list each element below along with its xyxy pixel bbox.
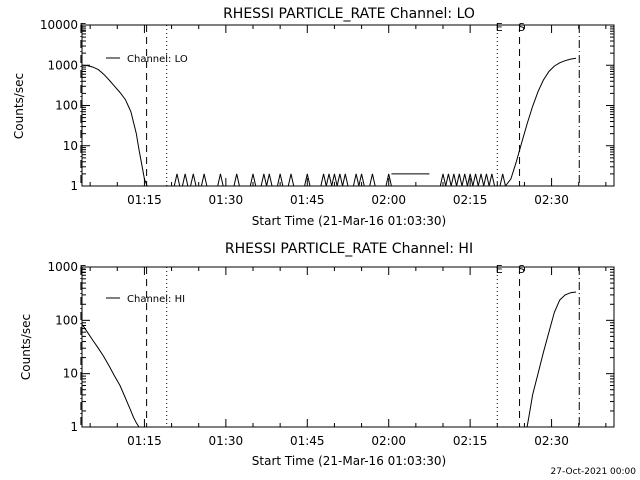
noise-spike [439,173,447,187]
y-axis-label: Counts/sec [12,73,26,139]
y-tick-label: 10000 [40,18,78,32]
x-tick-label: 02:15 [453,193,488,207]
x-tick-label: 01:30 [209,193,244,207]
noise-spike [472,173,479,187]
noise-spike [456,173,463,187]
x-tick-label: 01:15 [127,434,162,448]
hi-channel-panel: RHESSI PARTICLE_RATE Channel: HI Start T… [19,241,615,468]
noise-spike [266,173,273,187]
legend-label: Channel: HI [127,294,185,305]
noise-spike [450,173,458,187]
noise-spike [233,173,240,187]
noise-spike [260,173,268,187]
x-axis-label: Start Time (21-Mar-16 01:03:30) [252,454,446,468]
noise-spike [331,173,338,187]
noise-spike [488,173,496,187]
noise-spike [217,173,224,187]
lo-channel-panel: RHESSI PARTICLE_RATE Channel: LO Start T… [12,6,615,228]
y-axis-label: Counts/sec [19,314,33,380]
noise-spike [352,173,360,187]
noise-spike [461,173,468,187]
x-axis-label: Start Time (21-Mar-16 01:03:30) [252,214,446,228]
generation-timestamp: 27-Oct-2021 00:00 [551,467,637,477]
x-tick-label: 01:45 [290,434,325,448]
x-tick-label: 02:15 [453,434,488,448]
event-marker-label: E [79,263,86,276]
noise-spike [249,173,257,187]
noise-spike [358,173,365,187]
x-tick-label: 01:45 [290,193,325,207]
x-tick-label: 02:30 [534,193,569,207]
y-tick-label: 10 [63,139,78,153]
x-tick-label: 02:30 [534,434,569,448]
legend-label: Channel: LO [127,54,188,65]
noise-spike [466,173,474,187]
noise-spike [325,173,333,187]
y-tick-label: 1 [70,420,78,434]
y-tick-label: 1 [70,179,78,193]
noise-spike [336,173,344,187]
noise-spike [287,173,295,187]
chart-title: RHESSI PARTICLE_RATE Channel: LO [223,6,475,22]
x-tick-label: 02:00 [371,193,406,207]
event-marker-label: E [496,263,503,276]
x-tick-label: 01:15 [127,193,162,207]
noise-spike [477,173,485,187]
noise-spike [385,173,392,187]
noise-spike [320,173,327,187]
y-tick-label: 100 [55,313,78,327]
plot-frame [81,266,615,428]
series-line [81,291,577,428]
y-tick-label: 1000 [47,260,78,274]
noise-spike [483,173,490,187]
event-marker-label: E [79,21,86,34]
y-tick-label: 100 [55,99,78,113]
y-tick-label: 10 [63,367,78,381]
event-marker-label: S [518,21,525,34]
x-tick-label: 02:00 [371,434,406,448]
plot-frame [81,24,615,187]
series-line [81,57,577,187]
noise-spike [369,173,376,187]
noise-spike [181,173,189,187]
noise-spike [190,173,197,187]
noise-spike [200,173,208,187]
noise-spike [276,173,284,187]
event-marker-label: E [496,21,503,34]
noise-spike [499,173,506,187]
y-tick-label: 1000 [47,58,78,72]
x-tick-label: 01:30 [209,434,244,448]
noise-spike [304,173,311,187]
noise-spike [342,173,349,187]
noise-spike [445,173,452,187]
chart-title: RHESSI PARTICLE_RATE Channel: HI [225,241,473,257]
event-marker-label: S [518,263,525,276]
noise-spike [173,173,181,187]
